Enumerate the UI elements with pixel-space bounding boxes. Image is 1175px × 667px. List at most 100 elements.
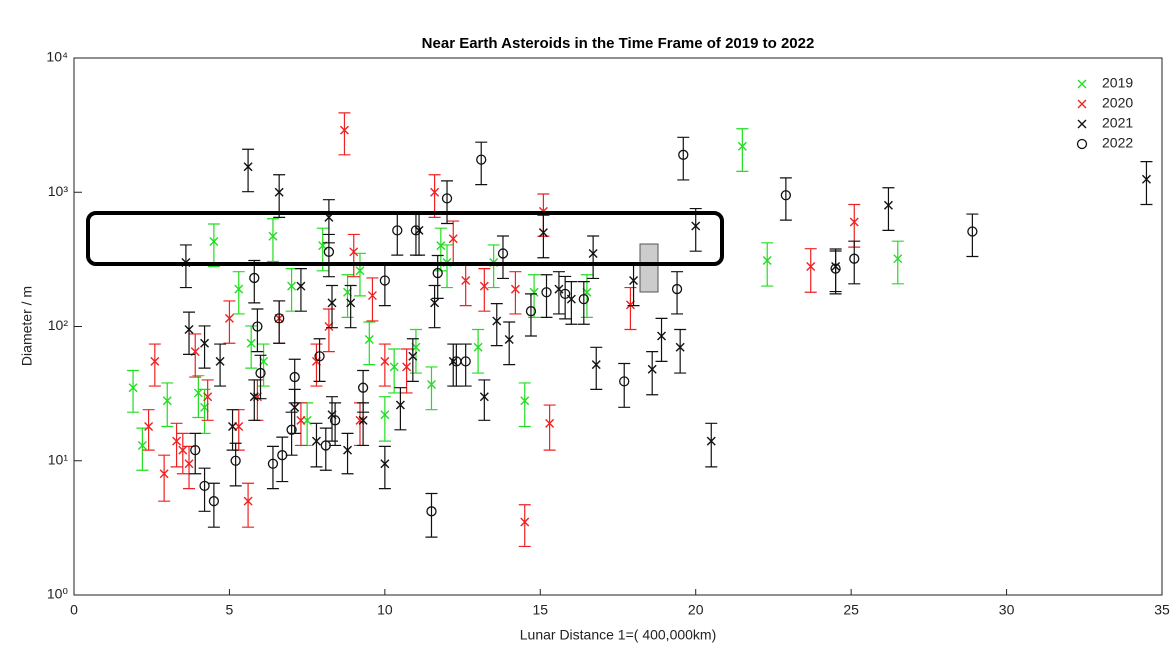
- point: [706, 436, 716, 446]
- error-bar: [472, 328, 485, 374]
- error-bar: [478, 267, 491, 312]
- error-bar: [214, 343, 227, 387]
- point: [436, 241, 446, 251]
- x-tick-label: 5: [226, 602, 234, 618]
- point: [497, 248, 509, 259]
- legend-label: 2022: [1102, 135, 1133, 151]
- x-tick-label: 35: [1154, 602, 1170, 618]
- error-bar: [441, 244, 454, 289]
- error-bar: [848, 240, 861, 285]
- error-bar: [587, 235, 600, 280]
- error-bar: [179, 244, 192, 289]
- point: [560, 288, 571, 300]
- y-tick-label: 10³: [48, 183, 69, 199]
- point: [327, 298, 337, 308]
- point: [230, 455, 241, 466]
- x-tick-label: 15: [532, 602, 548, 618]
- point: [395, 400, 405, 410]
- point: [671, 283, 683, 295]
- point: [520, 396, 530, 406]
- point: [349, 247, 359, 257]
- error-bar: [409, 328, 422, 374]
- error-bar: [503, 321, 516, 366]
- legend-label: 2021: [1102, 115, 1133, 131]
- x-tick-label: 25: [843, 602, 859, 618]
- error-bar: [273, 300, 286, 344]
- error-bar: [518, 504, 531, 548]
- point: [426, 506, 437, 517]
- point: [849, 253, 860, 264]
- error-bar: [518, 382, 531, 428]
- error-bar: [891, 240, 904, 285]
- point: [358, 415, 368, 425]
- point: [460, 356, 471, 367]
- point: [355, 266, 365, 276]
- point: [144, 421, 154, 431]
- point: [430, 187, 440, 197]
- error-bar: [248, 379, 261, 421]
- error-bar: [201, 379, 214, 421]
- error-bar: [394, 387, 407, 431]
- error-bar: [577, 281, 590, 325]
- error-bar: [459, 262, 472, 307]
- point: [339, 125, 349, 135]
- point: [249, 392, 259, 402]
- point: [883, 200, 893, 210]
- error-bar: [490, 303, 503, 347]
- error-bar: [487, 244, 500, 289]
- point: [476, 154, 487, 165]
- error-bar: [882, 187, 895, 231]
- shaded-box: [639, 243, 659, 293]
- point: [252, 321, 263, 332]
- chart-title: Near Earth Asteroids in the Time Frame o…: [422, 35, 815, 52]
- point: [479, 281, 489, 291]
- point: [578, 293, 589, 305]
- error-bar: [478, 379, 491, 421]
- error-bar: [319, 427, 332, 471]
- point: [1141, 174, 1151, 184]
- error-bar: [459, 343, 472, 387]
- error-bar: [804, 248, 817, 293]
- error-bar: [428, 284, 441, 329]
- point: [314, 351, 325, 362]
- error-bar: [565, 281, 578, 325]
- point: [296, 281, 306, 291]
- error-bar: [266, 218, 279, 263]
- point: [311, 436, 321, 446]
- point: [203, 392, 213, 402]
- series-0: [127, 128, 904, 471]
- series-2: [179, 148, 1153, 490]
- point: [461, 276, 471, 286]
- error-bar: [428, 174, 441, 218]
- error-bar: [257, 343, 270, 387]
- point: [588, 248, 598, 258]
- error-bar: [543, 404, 556, 451]
- error-bar: [294, 267, 307, 312]
- error-bar: [127, 369, 140, 413]
- series-3: [189, 136, 979, 538]
- error-bar: [540, 274, 553, 318]
- point: [448, 234, 458, 244]
- x-tick-label: 0: [70, 602, 78, 618]
- point: [492, 316, 502, 326]
- error-bar: [232, 271, 245, 315]
- point: [228, 421, 238, 431]
- point: [243, 496, 253, 506]
- point: [215, 356, 225, 366]
- error-bar: [229, 442, 242, 487]
- point: [249, 272, 260, 284]
- legend-marker: [1077, 99, 1087, 109]
- point: [619, 376, 630, 387]
- point: [473, 342, 483, 352]
- error-bar: [192, 375, 205, 419]
- error-bar: [1140, 161, 1153, 206]
- point: [290, 402, 300, 412]
- error-bar: [245, 325, 258, 369]
- point: [657, 331, 667, 341]
- error-bar: [671, 271, 684, 315]
- error-bar: [189, 432, 202, 475]
- point: [193, 388, 203, 398]
- error-bar: [736, 128, 749, 172]
- point: [504, 335, 514, 345]
- error-bar: [176, 432, 189, 475]
